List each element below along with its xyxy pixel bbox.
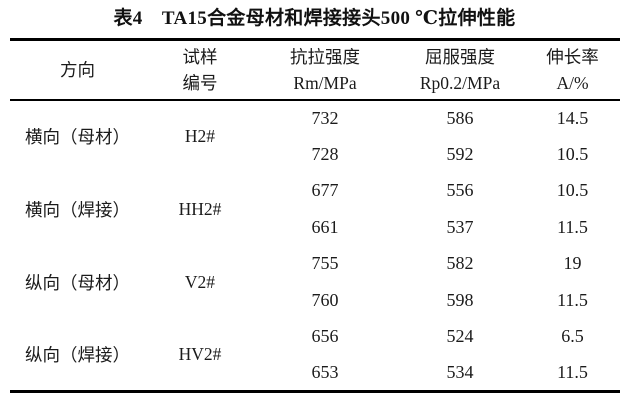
- col-header-yield-strength: 屈服强度 Rp0.2/MPa: [395, 40, 525, 100]
- table-row: 653 534 11.5: [10, 355, 620, 392]
- a-cell: 10.5: [556, 143, 589, 164]
- col-header-direction: 方向: [10, 40, 145, 100]
- rm-cell: 755: [311, 253, 339, 274]
- rp-cell: 556: [446, 180, 474, 201]
- header-label: Rm/MPa: [293, 72, 357, 93]
- direction-cell: 纵向（母材）: [25, 272, 130, 293]
- direction-cell: 横向（焊接）: [25, 199, 130, 220]
- header-label: 伸长率: [546, 46, 599, 67]
- rm-cell: 653: [311, 362, 339, 382]
- tensile-properties-table: 方向 试样 编号 抗拉强度 Rm/MPa 屈服强度 Rp0.2/MPa 伸长率 …: [10, 38, 620, 393]
- rp-cell: 582: [446, 253, 474, 274]
- header-row: 方向 试样 编号 抗拉强度 Rm/MPa 屈服强度 Rp0.2/MPa 伸长率 …: [10, 40, 620, 100]
- a-cell: 11.5: [557, 289, 588, 310]
- a-cell: 14.5: [556, 107, 589, 128]
- rm-cell: 656: [311, 326, 339, 347]
- col-header-sample-no: 试样 编号: [145, 40, 255, 100]
- a-cell: 6.5: [561, 326, 584, 347]
- table-title: 表4 TA15合金母材和焊接接头500 ℃拉伸性能: [113, 8, 516, 29]
- rp-cell: 592: [446, 143, 474, 164]
- direction-cell: 纵向（焊接）: [25, 344, 130, 365]
- sample-cell: HH2#: [178, 198, 222, 219]
- rm-cell: 732: [311, 107, 339, 128]
- table-row: 661 537 11.5: [10, 209, 620, 246]
- header-label: 试样: [182, 46, 218, 67]
- header-label: 编号: [182, 72, 218, 93]
- header-label: 抗拉强度: [290, 46, 360, 67]
- sample-cell: HV2#: [178, 343, 222, 364]
- sample-cell: H2#: [184, 126, 216, 146]
- rp-cell: 537: [446, 216, 474, 237]
- rp-cell: 534: [446, 362, 474, 382]
- col-header-tensile-strength: 抗拉强度 Rm/MPa: [255, 40, 395, 100]
- sample-cell: V2#: [184, 271, 216, 292]
- rm-cell: 677: [311, 180, 339, 201]
- table-row: 728 592 10.5: [10, 136, 620, 173]
- rm-cell: 728: [311, 143, 339, 164]
- header-label: 方向: [60, 59, 95, 80]
- a-cell: 11.5: [557, 216, 588, 237]
- table-body: 横向（母材） H2# 732 586 14.5 728 592 10.5 横向（…: [10, 100, 620, 392]
- rm-cell: 661: [311, 216, 339, 237]
- rm-cell: 760: [311, 289, 339, 310]
- table-header: 方向 试样 编号 抗拉强度 Rm/MPa 屈服强度 Rp0.2/MPa 伸长率 …: [10, 40, 620, 100]
- table-row: 纵向（焊接） HV2# 656 524 6.5: [10, 319, 620, 365]
- rp-cell: 598: [446, 289, 474, 310]
- table-row: 纵向（母材） V2# 755 582 19: [10, 246, 620, 292]
- header-label: 屈服强度: [425, 46, 495, 67]
- header-label: A/%: [556, 72, 589, 93]
- rp-cell: 586: [446, 107, 474, 128]
- direction-cell: 横向（母材）: [25, 127, 130, 147]
- rp-cell: 524: [446, 326, 474, 347]
- table-row: 760 598 11.5: [10, 282, 620, 319]
- header-label: Rp0.2/MPa: [419, 72, 501, 93]
- a-cell: 10.5: [556, 180, 589, 201]
- col-header-elongation: 伸长率 A/%: [525, 40, 620, 100]
- a-cell: 11.5: [557, 362, 588, 382]
- table-row: 横向（母材） H2# 732 586 14.5: [10, 100, 620, 147]
- table-row: 横向（焊接） HH2# 677 556 10.5: [10, 173, 620, 219]
- a-cell: 19: [563, 253, 582, 274]
